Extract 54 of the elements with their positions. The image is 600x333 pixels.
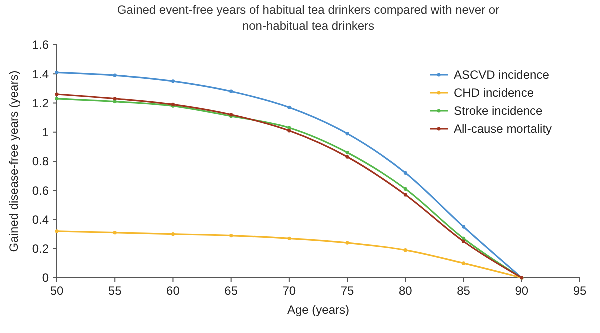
- x-tick-label: 50: [50, 284, 64, 298]
- legend-label: Stroke incidence: [454, 104, 544, 118]
- y-tick-label: 0: [42, 271, 50, 286]
- x-tick-label: 85: [457, 284, 471, 298]
- point: [288, 106, 292, 110]
- y-tick-label: 0.2: [32, 242, 50, 256]
- y-tick-label: 1.4: [32, 67, 50, 82]
- y-tick-label: 0.4: [32, 212, 50, 227]
- point: [404, 171, 408, 175]
- x-tick-label: 80: [398, 284, 413, 298]
- point: [346, 241, 350, 245]
- x-tick-label: 65: [224, 284, 238, 298]
- x-tick-label: 90: [515, 284, 529, 298]
- chart-title: Gained event-free years of habitual tea drinkers compared with never or non-habitual tea drinkers: [117, 3, 500, 33]
- point: [55, 97, 59, 101]
- point: [113, 74, 117, 78]
- legend-label: All-cause mortality: [454, 122, 552, 136]
- point: [113, 97, 117, 101]
- point: [230, 90, 234, 94]
- x-tick-label: 75: [340, 284, 355, 298]
- point: [171, 80, 176, 84]
- y-tick-label: 0.6: [32, 184, 50, 198]
- y-tick-label: 1.2: [32, 96, 50, 110]
- point: [55, 230, 59, 234]
- point: [113, 231, 117, 235]
- x-tick-label: 60: [166, 284, 180, 298]
- point: [230, 234, 234, 238]
- point: [404, 248, 408, 252]
- y-tick-label: 1: [42, 126, 50, 140]
- point: [404, 187, 408, 191]
- x-tick-label: 70: [282, 284, 296, 298]
- legend-label: ASCVD incidence: [454, 68, 550, 82]
- x-tick-label: 55: [108, 284, 122, 298]
- y-tick-label: 1.6: [32, 38, 50, 52]
- point: [462, 262, 466, 266]
- y-axis-title: Gained disease-free years (years): [7, 70, 21, 252]
- point: [462, 225, 466, 229]
- point: [288, 129, 292, 133]
- x-tick-label: 95: [573, 284, 587, 298]
- point: [462, 240, 466, 244]
- legend-label: CHD incidence: [454, 86, 534, 100]
- y-tick-label: 0.8: [32, 154, 50, 169]
- point: [346, 155, 350, 159]
- point: [55, 70, 59, 74]
- point: [113, 100, 117, 104]
- point: [346, 132, 350, 136]
- point: [346, 150, 350, 155]
- point: [404, 193, 408, 197]
- x-axis-title: Age (years): [287, 303, 350, 317]
- point: [288, 126, 292, 130]
- point: [288, 236, 292, 240]
- point: [55, 92, 59, 96]
- point: [462, 236, 466, 240]
- point: [171, 232, 176, 236]
